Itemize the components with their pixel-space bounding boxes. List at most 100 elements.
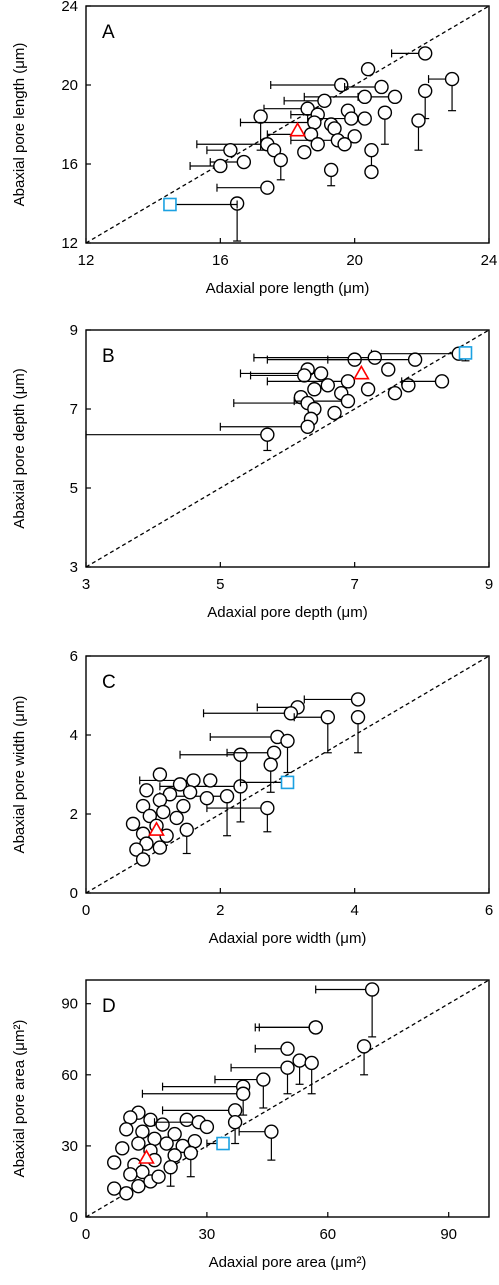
x-tick-label: 0 <box>82 1226 90 1243</box>
data-point <box>377 105 393 120</box>
one-to-one-line <box>85 5 490 244</box>
data-point <box>350 710 366 725</box>
data-point <box>219 789 235 804</box>
data-point <box>334 77 349 93</box>
chart-panel-b: 3 5 7 9 3 5 7 9 Adaxial pore depth (μm) Abaxial p… <box>11 322 493 621</box>
panel-label: A <box>102 22 115 43</box>
data-point <box>360 382 376 397</box>
y-axis-title: Abaxial pore depth (μm) <box>11 368 28 528</box>
data-point <box>357 89 372 105</box>
data-point <box>115 1141 130 1156</box>
data-point <box>266 745 282 760</box>
x-tick-label: 20 <box>346 252 363 269</box>
x-axis-title: Adaxial pore area (μm²) <box>209 1254 367 1271</box>
data-point <box>444 71 460 87</box>
data-point <box>183 1145 198 1161</box>
data-point <box>152 792 168 808</box>
chart-panel-d: 0 30 60 90 0 30 60 90 Adaxial pore area (μm²) Aba… <box>11 979 490 1271</box>
series-circle <box>125 692 366 867</box>
data-point <box>236 154 252 170</box>
data-point <box>387 386 403 401</box>
y-tick-label: 4 <box>70 727 78 744</box>
data-point <box>179 822 194 837</box>
data-point <box>167 1148 182 1163</box>
data-point <box>263 757 278 772</box>
data-point <box>280 733 295 749</box>
data-point <box>143 1112 158 1128</box>
x-tick-label: 5 <box>216 576 224 593</box>
y-tick-label: 2 <box>70 806 78 823</box>
data-point <box>151 1169 166 1184</box>
data-point <box>297 144 312 160</box>
plot-frame <box>85 329 490 568</box>
series-circle <box>189 46 460 242</box>
data-point <box>147 1131 162 1146</box>
x-tick-label: 0 <box>82 902 90 919</box>
y-tick-label: 3 <box>70 559 78 576</box>
data-point <box>125 816 141 832</box>
y-tick-label: 5 <box>70 480 78 497</box>
y-tick-label: 6 <box>70 648 78 665</box>
data-point <box>123 1110 138 1125</box>
series-square <box>163 197 238 212</box>
data-point <box>129 842 144 857</box>
data-point <box>313 366 329 381</box>
data-point <box>356 1039 372 1054</box>
data-point <box>119 1122 134 1137</box>
x-tick-label: 90 <box>440 1226 457 1243</box>
plot-frame <box>85 5 490 244</box>
data-point <box>320 378 335 393</box>
data-point <box>350 692 366 707</box>
data-point <box>213 158 228 174</box>
data-point <box>337 137 352 152</box>
data-point <box>107 1155 122 1170</box>
x-tick-label: 16 <box>212 252 229 269</box>
data-point <box>292 1053 307 1068</box>
y-tick-label: 24 <box>61 0 78 15</box>
data-point <box>260 427 275 442</box>
data-point <box>364 982 380 997</box>
x-tick-label: 2 <box>216 902 224 919</box>
y-tick-label: 0 <box>70 885 78 902</box>
x-axis-title: Adaxial pore depth (μm) <box>207 604 367 621</box>
data-point <box>139 783 154 798</box>
panel-label: B <box>102 346 115 367</box>
data-point <box>186 773 201 788</box>
data-point <box>307 115 322 130</box>
data-point <box>123 1167 138 1182</box>
x-tick-label: 9 <box>485 576 493 593</box>
chart-panel-a: 12 16 20 24 12 16 20 24 Adaxial pore length (μm)… <box>11 0 497 297</box>
data-point <box>280 1060 295 1075</box>
data-point <box>387 89 403 105</box>
data-point <box>357 111 372 126</box>
y-tick-label: 0 <box>70 1209 78 1226</box>
x-tick-label: 3 <box>82 576 90 593</box>
data-point <box>172 777 188 792</box>
y-tick-label: 9 <box>70 322 78 339</box>
data-point <box>152 840 168 855</box>
series-triangle <box>353 364 370 380</box>
series-square <box>206 1136 230 1151</box>
data-point-square <box>163 197 177 212</box>
y-tick-label: 20 <box>61 77 78 94</box>
data-point <box>227 1103 243 1118</box>
data-point <box>273 152 288 168</box>
data-point <box>347 129 362 144</box>
data-point <box>135 852 151 867</box>
data-point-square <box>458 346 473 360</box>
data-point <box>199 1119 215 1135</box>
data-point-square <box>280 775 295 790</box>
y-tick-label: 30 <box>61 1138 78 1155</box>
series-triangle <box>138 1149 155 1164</box>
y-axis-title: Abaxial pore length (μm) <box>11 43 28 207</box>
data-point <box>156 804 171 820</box>
data-point <box>152 767 168 782</box>
data-point <box>203 773 218 788</box>
data-point <box>253 109 268 124</box>
panel-label: C <box>102 672 116 693</box>
x-tick-label: 30 <box>199 1226 216 1243</box>
x-tick-label: 7 <box>350 576 358 593</box>
data-point <box>364 164 379 180</box>
data-point <box>367 350 383 365</box>
